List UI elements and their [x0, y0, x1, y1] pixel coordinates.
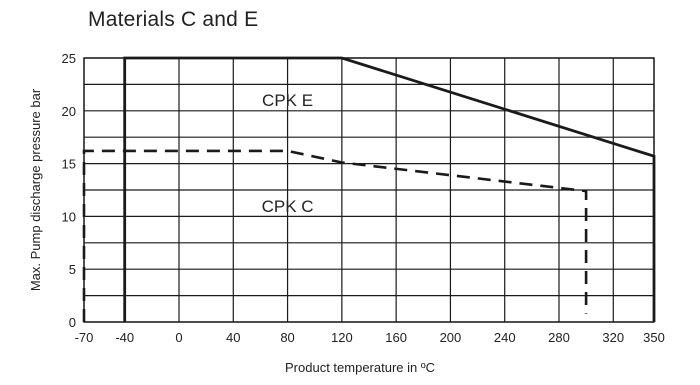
chart-title: Materials C and E [88, 8, 259, 31]
x-tick-label: 320 [602, 330, 624, 345]
series-label-cpk-e: CPK E [262, 91, 313, 110]
x-tick-label: 160 [385, 330, 407, 345]
x-tick-label: 240 [494, 330, 516, 345]
series-line-cpk-c [82, 149, 588, 322]
y-tick-label: 10 [62, 209, 76, 224]
x-tick-label: 280 [548, 330, 570, 345]
x-tick-label: 0 [175, 330, 182, 345]
x-tick-label: 120 [331, 330, 353, 345]
y-tick-label: 20 [62, 104, 76, 119]
x-tick-label: 40 [226, 330, 240, 345]
x-tick-label: -40 [115, 330, 134, 345]
series-line-cpk-e [123, 56, 656, 322]
x-tick-label: -70 [75, 330, 94, 345]
x-tick-label: 200 [440, 330, 462, 345]
y-axis-label: Max. Pump discharge pressure bar [28, 88, 43, 291]
y-tick-label: 25 [62, 51, 76, 66]
x-tick-label: 80 [280, 330, 294, 345]
y-tick-label: 0 [69, 315, 76, 330]
x-axis-label: Product temperature in ºC [285, 360, 435, 375]
y-tick-label: 15 [62, 157, 76, 172]
x-tick-label: 350 [643, 330, 665, 345]
series-label-cpk-c: CPK C [262, 197, 314, 216]
y-tick-label: 5 [69, 262, 76, 277]
